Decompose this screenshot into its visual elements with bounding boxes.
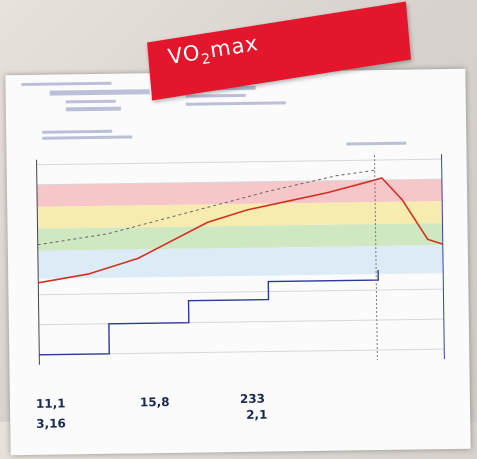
page: 11,1 3,16 15,8 233 2,1 VO2max (() => { c… [0,0,477,422]
stat: 233 [240,392,265,406]
zone-blue [38,245,443,279]
banner-text-main: VO [166,40,202,69]
report-sheet: 11,1 3,16 15,8 233 2,1 [5,69,470,455]
report-chart [5,69,470,455]
load-steps [38,270,379,355]
stat: 2,1 [246,408,267,422]
stat: 11,1 [36,396,66,410]
stat: 15,8 [140,395,170,409]
stat: 3,16 [36,416,66,430]
